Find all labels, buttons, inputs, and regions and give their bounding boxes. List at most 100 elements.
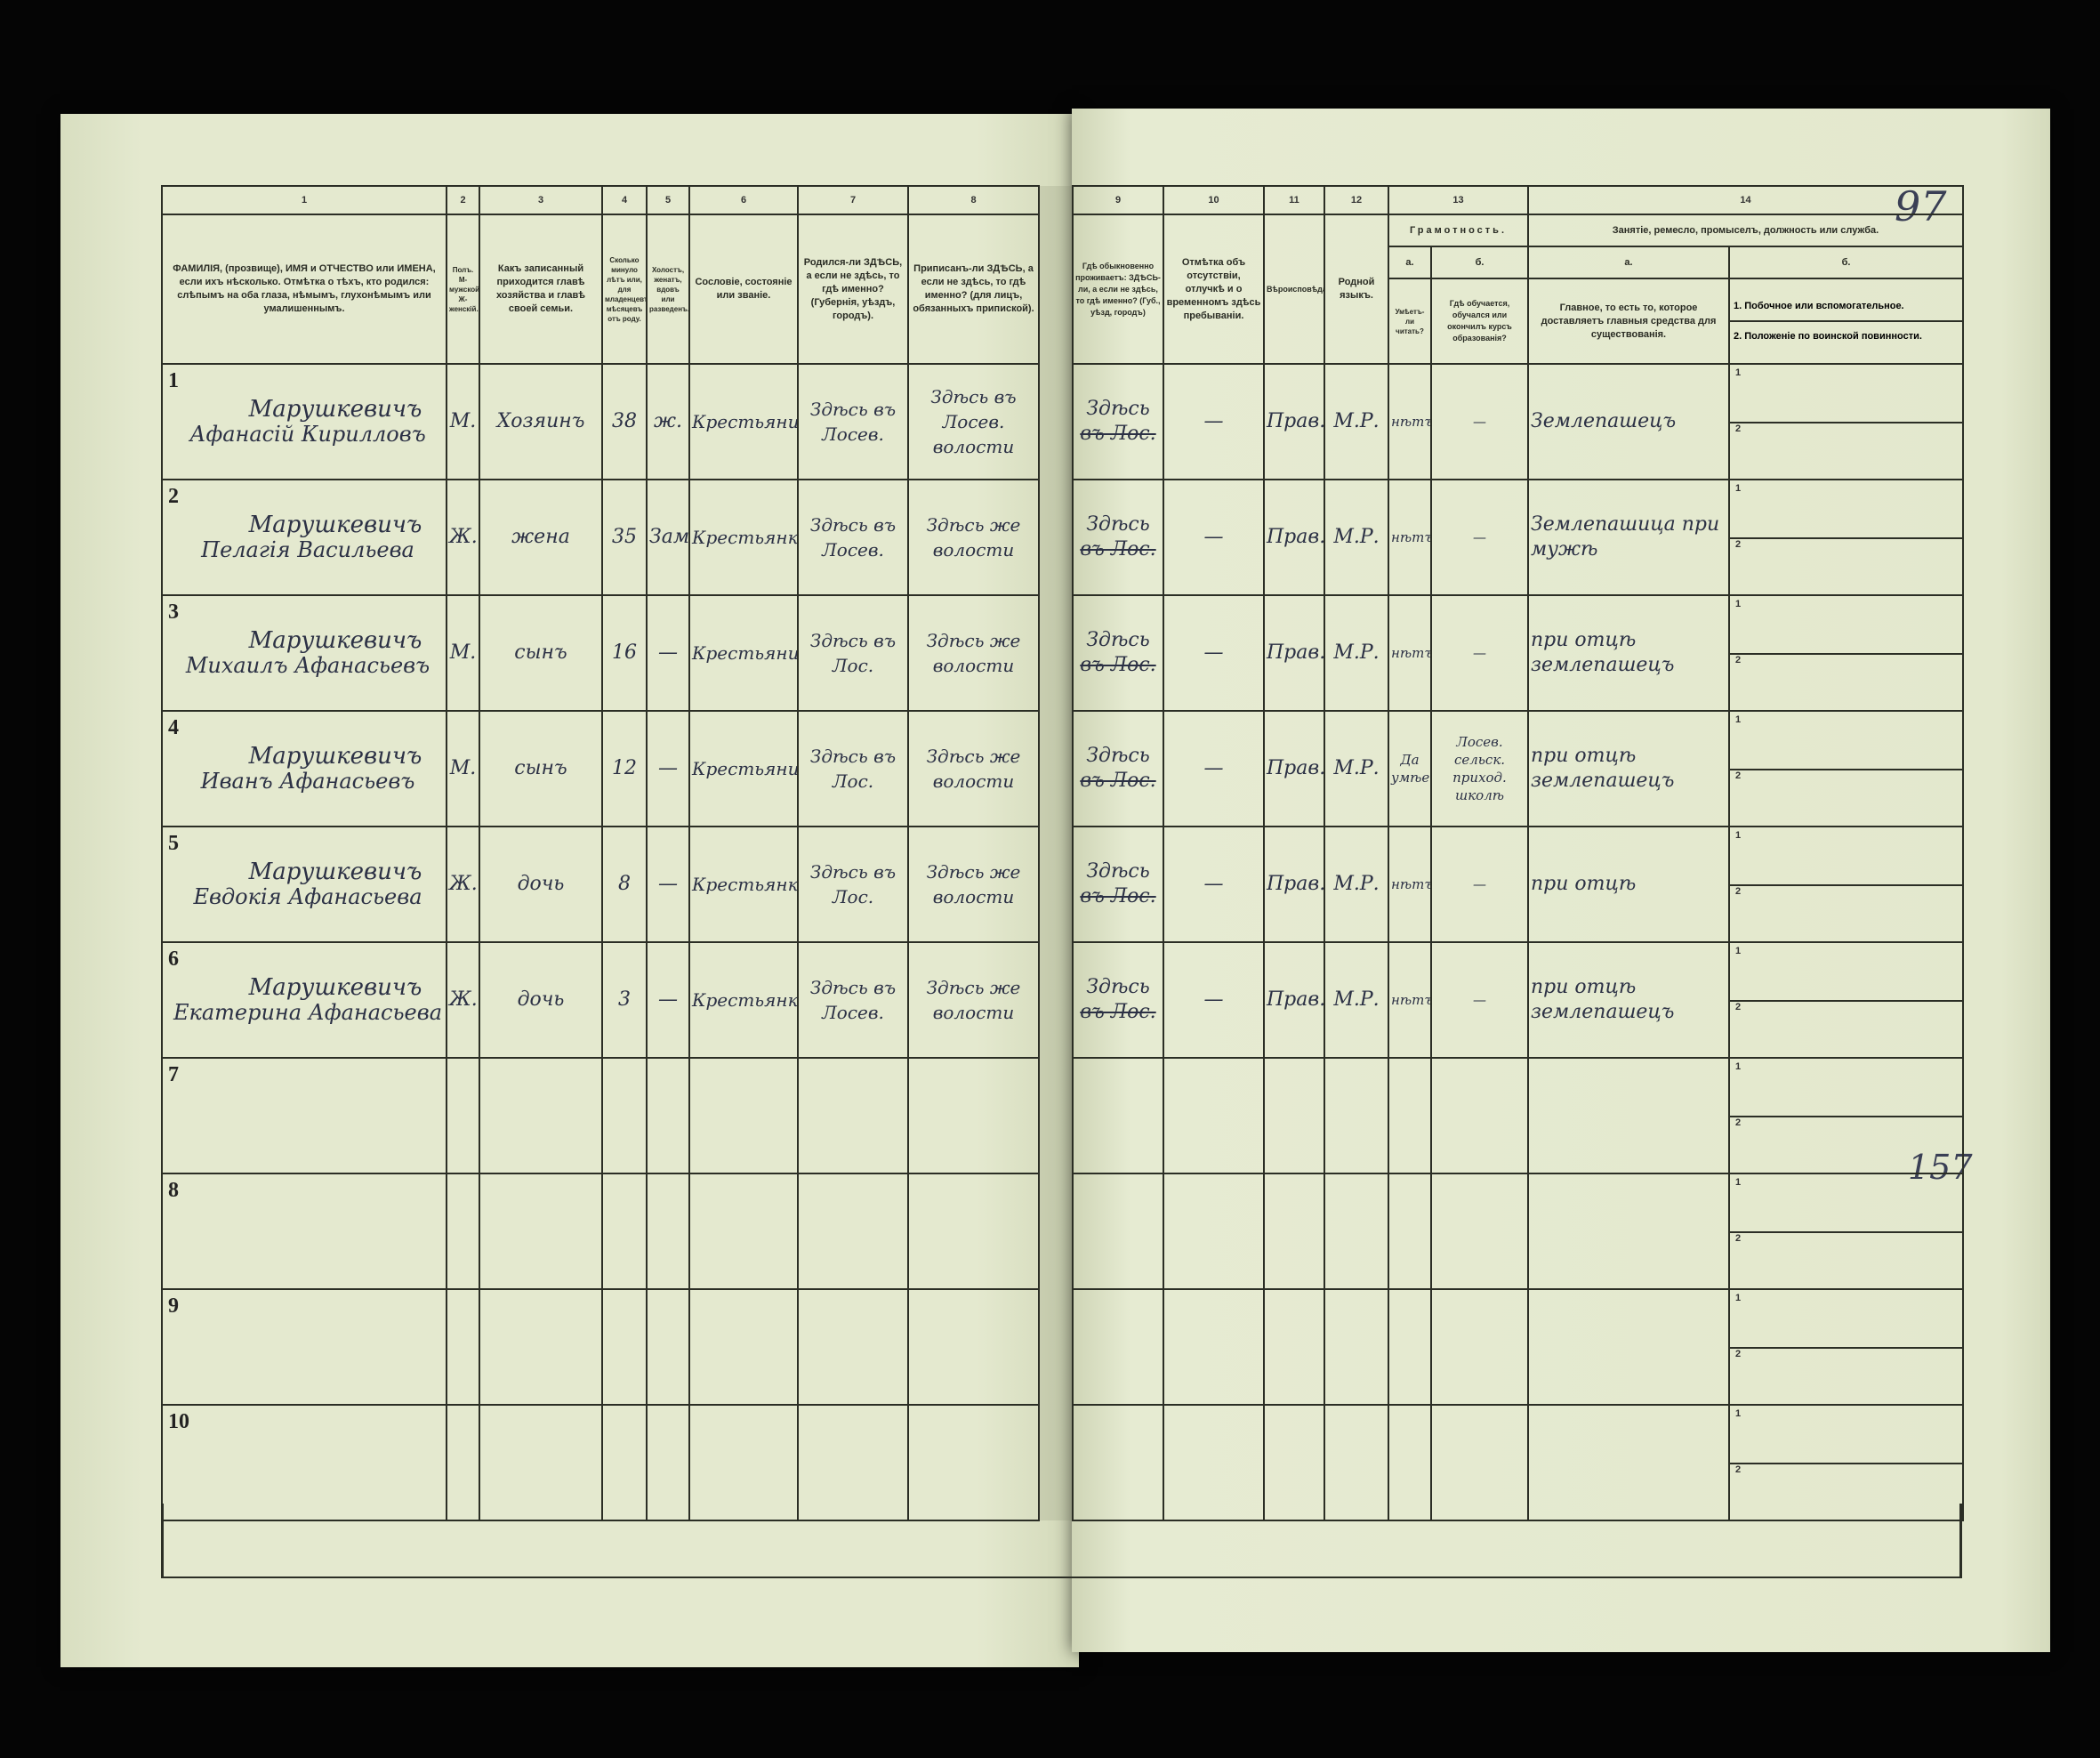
col-number: 5 xyxy=(646,185,690,215)
header-secondary: 1. Побочное или вспомогательное. xyxy=(1734,301,1904,311)
literate-cell: нѣтъ xyxy=(1388,479,1432,596)
census-row: 5 Марушкевичъ Евдокія Афанасьева Ж. дочь 8—… xyxy=(161,826,1964,943)
header-literacy-b: б. xyxy=(1430,246,1529,279)
given-name: Иванъ Афанасьевъ xyxy=(200,769,415,794)
estate-cell: Крестьянка xyxy=(688,941,799,1059)
relation-cell: дочь xyxy=(479,826,603,943)
surname: Марушкевичъ xyxy=(248,743,422,770)
name-cell: 6 Марушкевичъ Екатерина Афанасьева xyxy=(161,941,447,1059)
gutter xyxy=(1038,595,1074,711)
estate-cell: Крестьянка xyxy=(688,479,799,596)
literate-cell xyxy=(1388,1057,1432,1174)
occupation-cell xyxy=(1527,1404,1730,1521)
row-number: 1 xyxy=(168,369,179,392)
registered-cell: Здѣсь же волости xyxy=(907,941,1040,1059)
col-number: 8 xyxy=(907,185,1040,215)
relation-cell xyxy=(479,1404,603,1521)
registered-cell: Здѣсь же волости xyxy=(907,594,1040,712)
occupation-cell xyxy=(1527,1057,1730,1174)
header-marital: Холостъ, женатъ, вдовъ или разведенъ. xyxy=(646,214,690,365)
row-number: 3 xyxy=(168,601,179,624)
age-cell xyxy=(601,1404,648,1521)
age-cell xyxy=(601,1288,648,1406)
col-number: 13 xyxy=(1388,185,1529,215)
gutter xyxy=(1038,1405,1074,1520)
residence-value: Здѣсь xyxy=(1086,976,1150,998)
header-can-read: Умѣетъ-ли читать? xyxy=(1388,278,1432,365)
residence-cell xyxy=(1072,1173,1164,1290)
sub-line-1: 1 xyxy=(1735,1408,1742,1419)
sex-cell: Ж. xyxy=(446,941,480,1059)
registered-cell: Здѣсь же волости xyxy=(907,479,1040,596)
marital-cell xyxy=(646,1404,690,1521)
occupation-cell: при отцѣ xyxy=(1527,826,1730,943)
col-number: 3 xyxy=(479,185,603,215)
name-cell: 3 Марушкевичъ Михаилъ Афанасьевъ xyxy=(161,594,447,712)
residence-cell: Здѣсь въ Лос. xyxy=(1072,710,1164,827)
religion-cell xyxy=(1263,1173,1325,1290)
marital-cell: — xyxy=(646,594,690,712)
surname: Марушкевичъ xyxy=(248,512,422,538)
gutter xyxy=(1038,711,1074,827)
residence-struck: въ Лос. xyxy=(1080,885,1156,907)
given-name: Михаилъ Афанасьевъ xyxy=(185,653,430,678)
sub-line-1: 1 xyxy=(1735,483,1742,494)
header-sex: Полъ. М-мужской. Ж-женскій. xyxy=(446,214,480,365)
given-name: Евдокія Афанасьева xyxy=(193,884,422,909)
estate-cell: Крестьянинъ xyxy=(688,594,799,712)
name-cell: 9 xyxy=(161,1288,447,1406)
col-number: 9 xyxy=(1072,185,1164,215)
residence-cell xyxy=(1072,1057,1164,1174)
religion-cell xyxy=(1263,1288,1325,1406)
literate-cell: нѣтъ xyxy=(1388,594,1432,712)
header-education: Гдѣ обучается, обучался или окончилъ кур… xyxy=(1430,278,1529,365)
sub-line-2: 2 xyxy=(1731,653,1961,707)
gutter xyxy=(1038,186,1074,214)
census-row: 2 Марушкевичъ Пелагія Васильева Ж. жена 35 З… xyxy=(161,479,1964,596)
header-occupation-a: а. xyxy=(1527,246,1730,279)
residence-struck: въ Лос. xyxy=(1080,654,1156,676)
surname: Марушкевичъ xyxy=(248,627,422,654)
religion-cell: Прав. xyxy=(1263,594,1325,712)
relation-cell: сынъ xyxy=(479,594,603,712)
age-cell: 16 xyxy=(601,594,648,712)
gutter xyxy=(1038,827,1074,942)
header-religion: Вѣроисповѣданіе. xyxy=(1263,214,1325,365)
language-cell xyxy=(1324,1057,1389,1174)
header-residence: Гдѣ обыкновенно проживаетъ: ЗДѢСЬ-ли, а … xyxy=(1072,214,1164,365)
marital-cell: ж. xyxy=(646,363,690,480)
sub-line-2: 2 xyxy=(1731,1231,1961,1286)
header-relation: Какъ записанный приходится главѣ хозяйст… xyxy=(479,214,603,365)
born-cell xyxy=(797,1173,909,1290)
language-cell xyxy=(1324,1288,1389,1406)
absence-cell: — xyxy=(1163,479,1265,596)
residence-cell xyxy=(1072,1404,1164,1521)
gutter xyxy=(1038,942,1074,1058)
religion-cell: Прав. xyxy=(1263,941,1325,1059)
literate-cell xyxy=(1388,1173,1432,1290)
header-subletter-row: а. б. а. б. xyxy=(162,246,1964,279)
gutter xyxy=(1038,1173,1074,1289)
education-cell: — xyxy=(1430,941,1529,1059)
residence-cell: Здѣсь въ Лос. xyxy=(1072,826,1164,943)
marital-cell: — xyxy=(646,710,690,827)
relation-cell: дочь xyxy=(479,941,603,1059)
born-cell: Здѣсь въ Лосев. xyxy=(797,363,909,480)
language-cell: М.Р. xyxy=(1324,479,1389,596)
registered-cell: Здѣсь же волости xyxy=(907,710,1040,827)
census-table: 1 2 3 4 5 6 7 8 9 10 11 12 13 14 ФАМИЛІЯ… xyxy=(161,185,1964,1521)
education-cell xyxy=(1430,1173,1529,1290)
relation-cell: жена xyxy=(479,479,603,596)
row-number: 7 xyxy=(168,1063,179,1086)
row-number: 9 xyxy=(168,1294,179,1318)
age-cell: 3 xyxy=(601,941,648,1059)
education-cell: — xyxy=(1430,594,1529,712)
education-cell: — xyxy=(1430,363,1529,480)
sub-line-1: 1 xyxy=(1735,599,1742,609)
literate-cell: нѣтъ xyxy=(1388,826,1432,943)
